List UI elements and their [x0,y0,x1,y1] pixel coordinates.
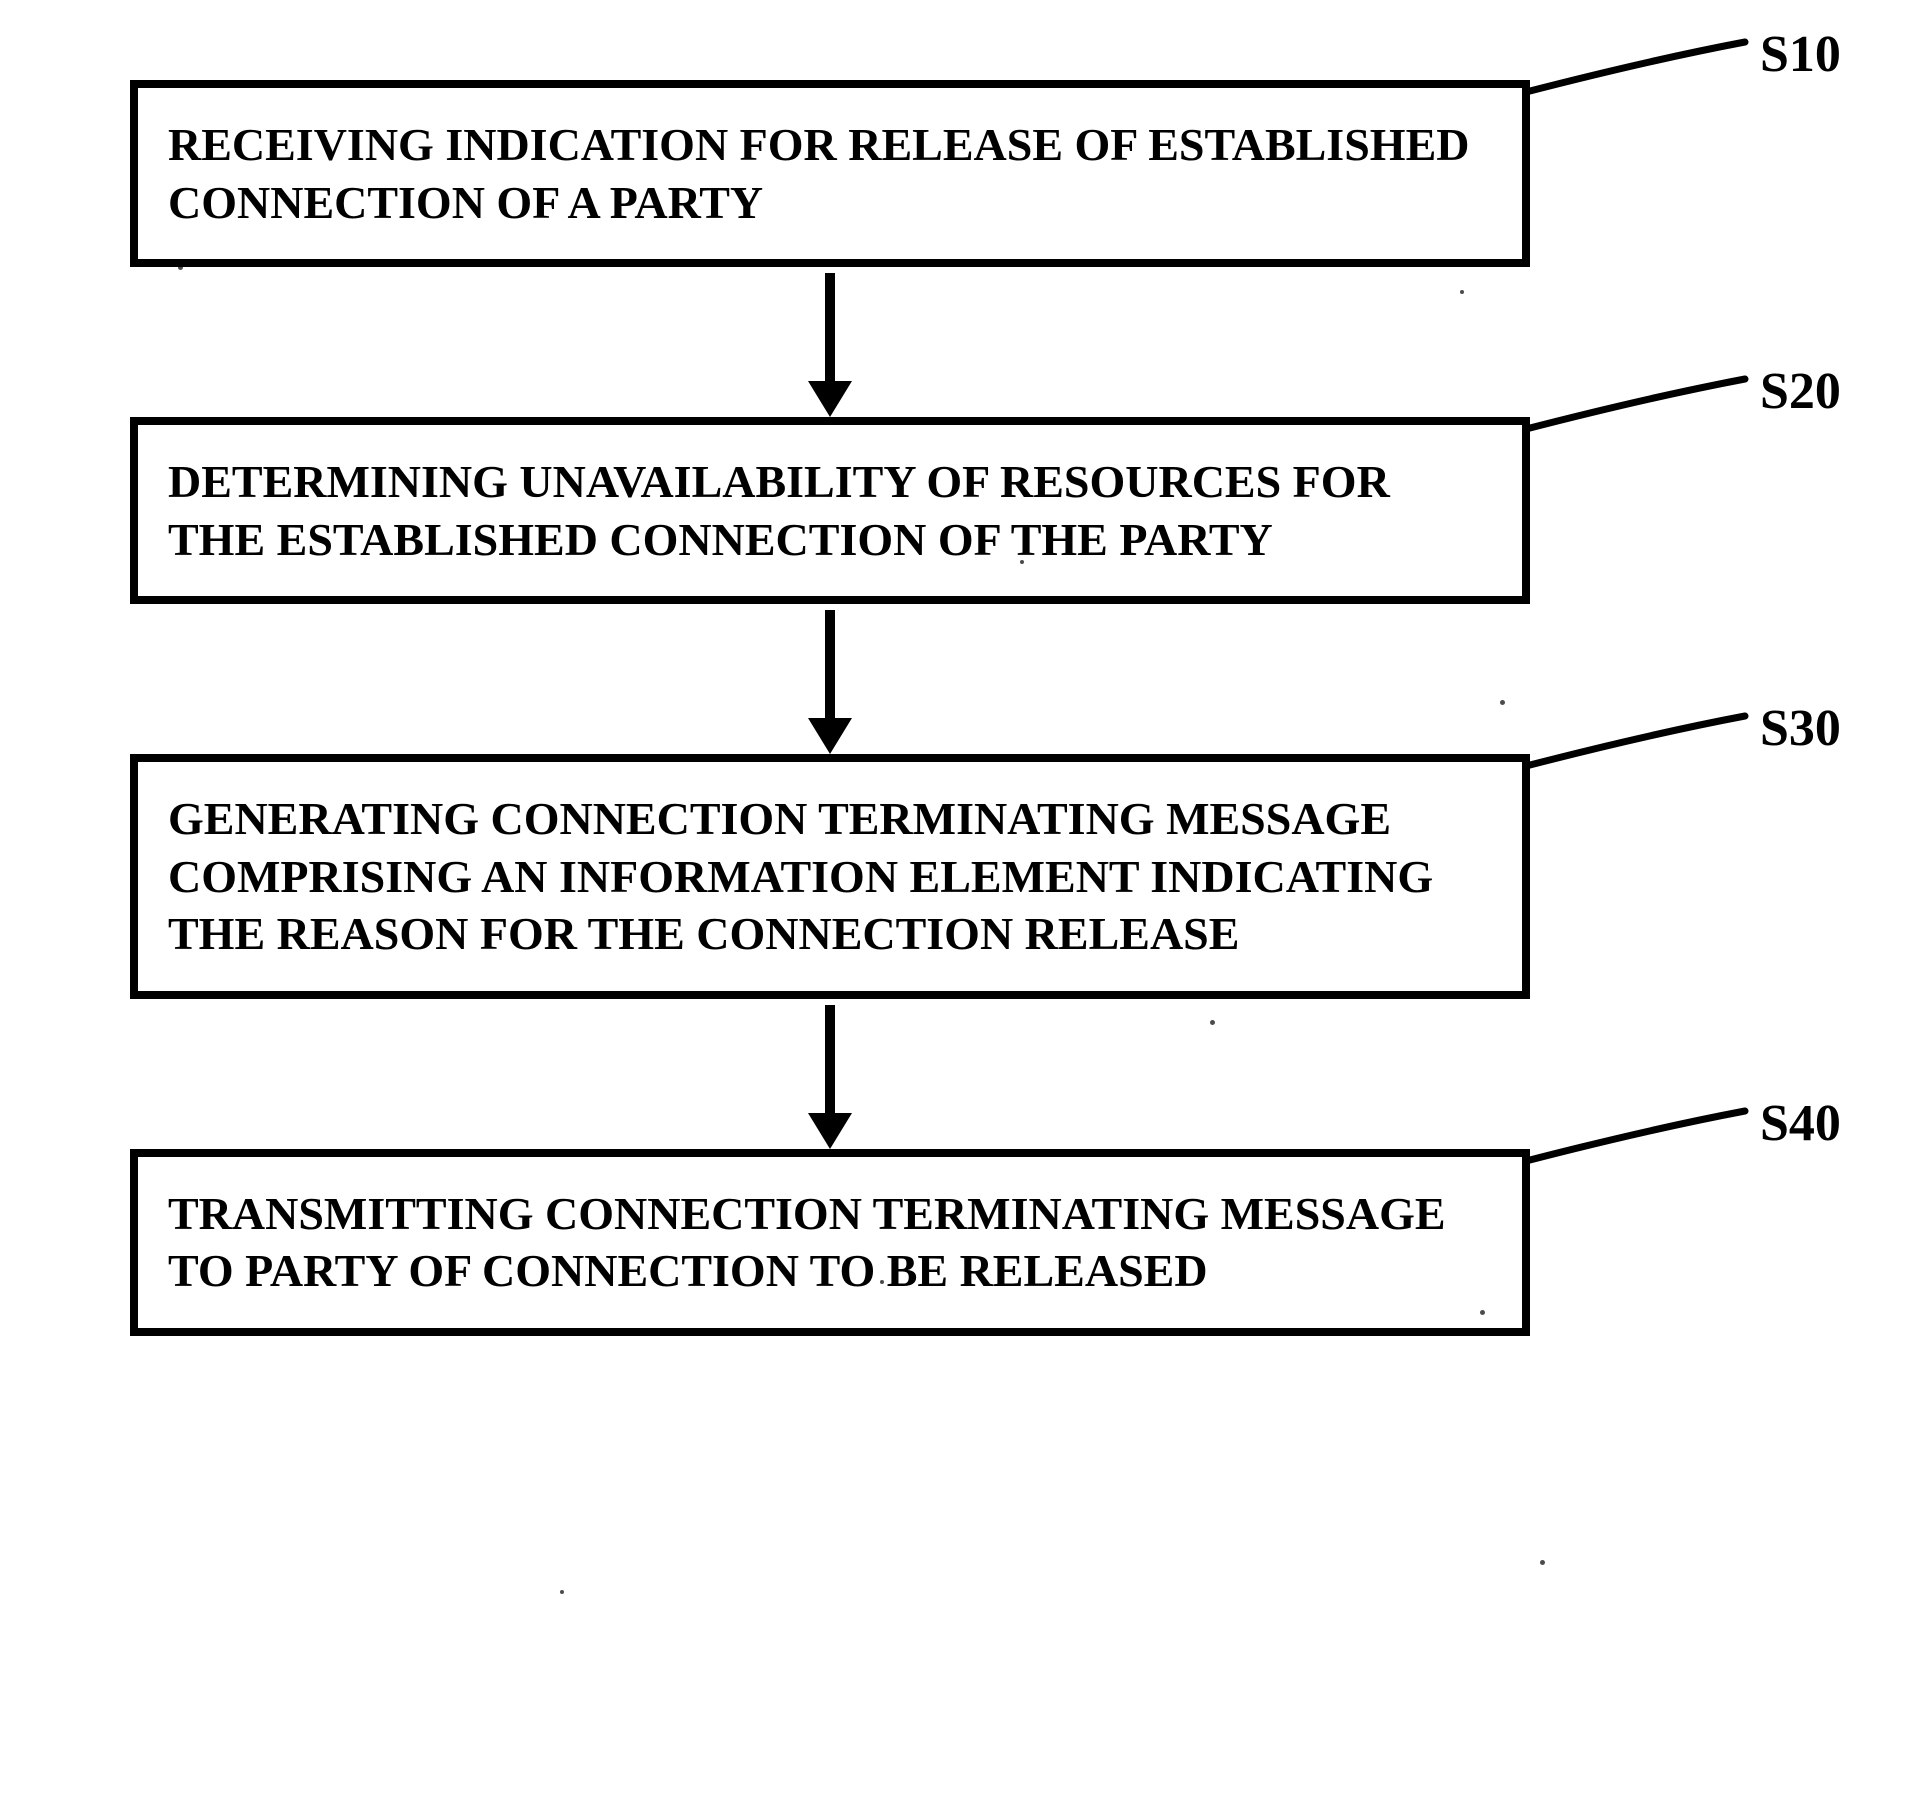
leader-line [1522,375,1749,433]
flowchart-step: GENERATING CONNECTION TERMINATING MESSAG… [130,754,1830,999]
flowchart-step: DETERMINING UNAVAILABILITY OF RESOURCES … [130,417,1830,604]
noise-speck [1480,1310,1485,1315]
noise-speck [1210,1020,1215,1025]
step-label-s20: S20 [1760,362,1841,421]
leader-line [1522,712,1749,770]
noise-speck [1540,1560,1545,1565]
flowchart-step: TRANSMITTING CONNECTION TERMINATING MESS… [130,1149,1830,1336]
step-box-s40: TRANSMITTING CONNECTION TERMINATING MESS… [130,1149,1530,1336]
leader-line [1522,1107,1749,1165]
step-label-s30: S30 [1760,699,1841,758]
noise-speck [178,265,183,270]
flow-arrow [130,267,1530,417]
step-label-s10: S10 [1760,25,1841,84]
noise-speck [240,540,245,545]
arrow-down-icon [790,267,870,417]
step-label-s40: S40 [1760,1094,1841,1153]
noise-speck [880,1280,884,1284]
flowchart-step: RECEIVING INDICATION FOR RELEASE OF ESTA… [130,80,1830,267]
noise-speck [180,1260,185,1265]
arrow-down-icon [790,999,870,1149]
noise-speck [560,1590,564,1594]
flow-arrow [130,999,1530,1149]
noise-speck [1020,560,1024,564]
flow-arrow [130,604,1530,754]
arrow-down-icon [790,604,870,754]
step-box-s30: GENERATING CONNECTION TERMINATING MESSAG… [130,754,1530,999]
flowchart-container: RECEIVING INDICATION FOR RELEASE OF ESTA… [130,80,1830,1336]
noise-speck [1460,290,1464,294]
step-box-s10: RECEIVING INDICATION FOR RELEASE OF ESTA… [130,80,1530,267]
noise-speck [350,930,354,934]
noise-speck [1500,700,1505,705]
step-box-s20: DETERMINING UNAVAILABILITY OF RESOURCES … [130,417,1530,604]
leader-line [1522,38,1749,96]
